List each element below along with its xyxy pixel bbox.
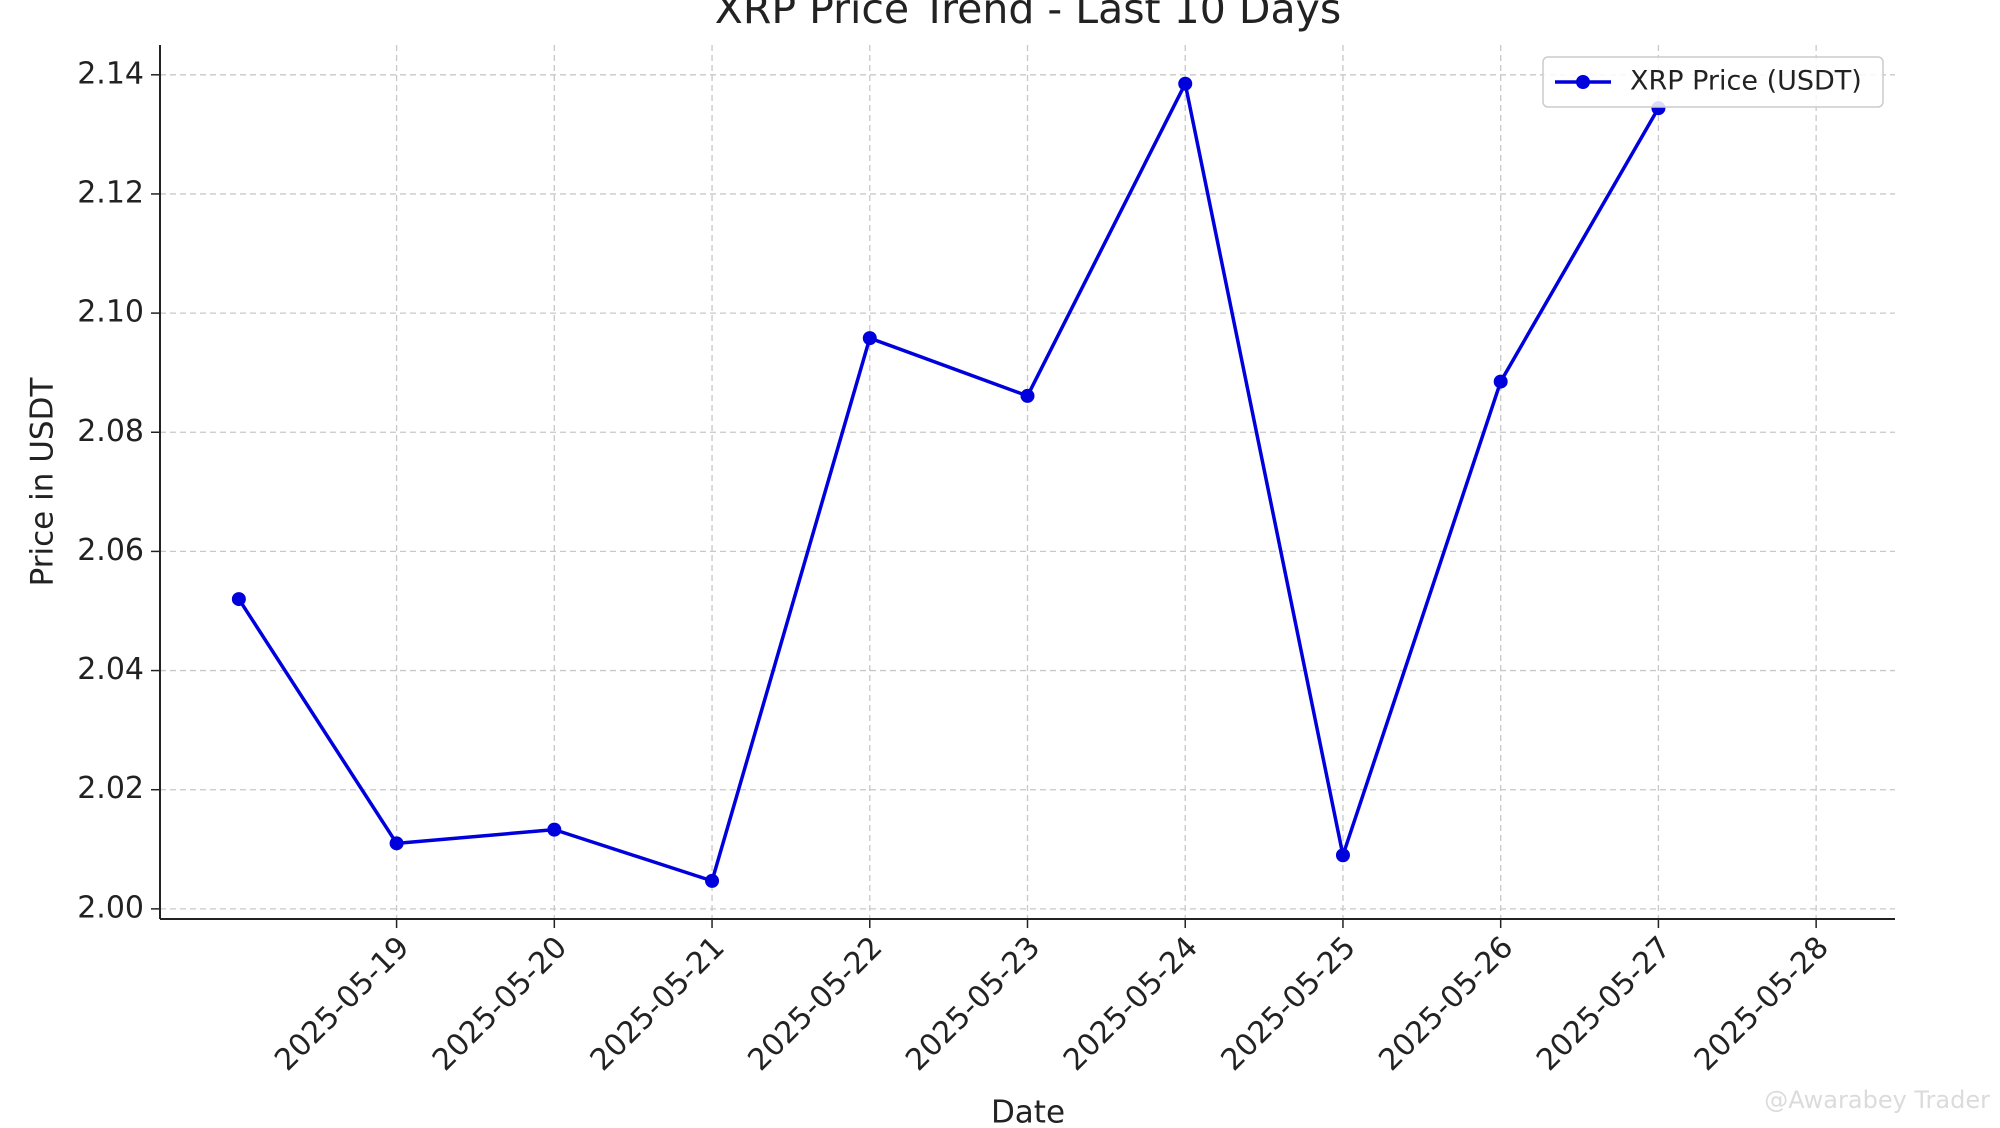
x-tick-label: 2025-05-21 bbox=[584, 930, 732, 1078]
x-tick-label: 2025-05-25 bbox=[1215, 930, 1363, 1078]
legend-marker bbox=[1576, 75, 1590, 89]
y-tick-label: 2.10 bbox=[77, 295, 144, 330]
point bbox=[1335, 848, 1350, 863]
point bbox=[231, 592, 246, 607]
y-tick-label: 2.00 bbox=[77, 890, 144, 925]
legend-label: XRP Price (USDT) bbox=[1630, 66, 1862, 97]
x-tick-label: 2025-05-24 bbox=[1057, 930, 1205, 1078]
x-tick-label: 2025-05-27 bbox=[1530, 930, 1678, 1078]
x-tick-label: 2025-05-28 bbox=[1688, 930, 1836, 1078]
line bbox=[237, 81, 1660, 883]
watermark: @Awarabey Trader bbox=[1764, 1086, 1990, 1114]
x-tick-label: 2025-05-23 bbox=[899, 930, 1047, 1078]
y-axis-label: Price in USDT bbox=[25, 377, 61, 587]
y-tick-label: 2.04 bbox=[77, 652, 144, 687]
x-tick-label: 2025-05-26 bbox=[1372, 930, 1520, 1078]
legend: XRP Price (USDT) bbox=[1542, 56, 1884, 108]
x-tick-label: 2025-05-20 bbox=[426, 930, 574, 1078]
point bbox=[705, 873, 720, 888]
point bbox=[547, 822, 562, 837]
chart-title: XRP Price Trend - Last 10 Days bbox=[715, 0, 1341, 33]
point bbox=[862, 331, 877, 346]
point bbox=[1493, 374, 1508, 389]
y-tick-label: 2.14 bbox=[77, 56, 144, 91]
point bbox=[1178, 76, 1193, 91]
y-tick-label: 2.08 bbox=[77, 414, 144, 449]
x-tick-label: 2025-05-19 bbox=[268, 930, 416, 1078]
y-tick-label: 2.06 bbox=[77, 533, 144, 568]
x-tick-label: 2025-05-22 bbox=[741, 930, 889, 1078]
point bbox=[389, 836, 404, 851]
legend-box bbox=[1542, 56, 1884, 108]
y-tick-label: 2.02 bbox=[77, 771, 144, 806]
point bbox=[1020, 388, 1035, 403]
x-axis-label: Date bbox=[991, 1095, 1065, 1125]
y-tick-label: 2.12 bbox=[77, 175, 144, 210]
